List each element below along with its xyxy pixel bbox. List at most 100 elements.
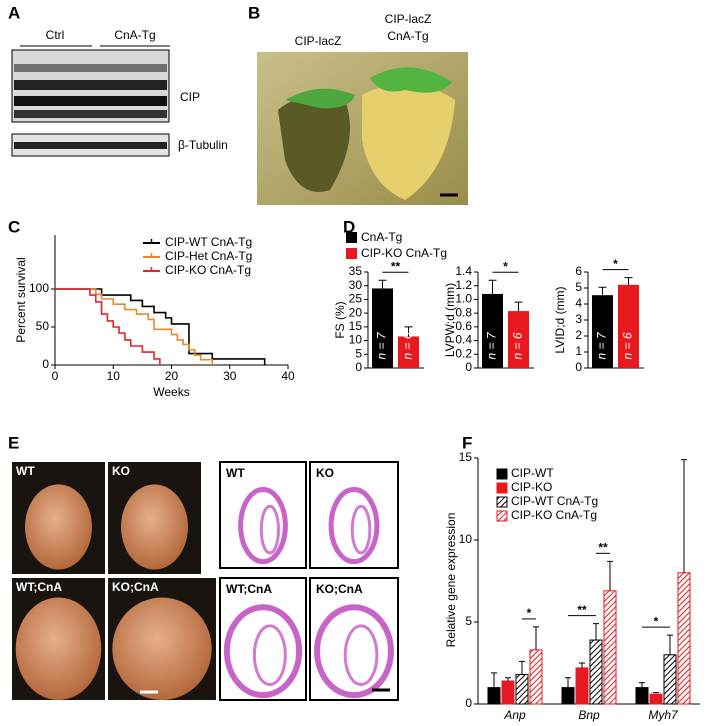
panel-label: B (248, 3, 260, 22)
photo-label: CnA-Tg (387, 29, 428, 43)
legend-label: CIP-KO CnA-Tg (165, 263, 251, 277)
legend-label: CIP-KO CnA-Tg (511, 508, 597, 522)
photo-label: KO;CnA (112, 580, 159, 594)
y-tick-label: 10 (349, 333, 363, 347)
error-bar (519, 660, 525, 675)
bar (508, 311, 529, 368)
section (259, 504, 280, 555)
y-tick-label: 0.8 (455, 305, 472, 319)
error-bar (514, 301, 523, 312)
significance: ** (598, 540, 608, 554)
y-tick-label: 4 (575, 296, 582, 310)
y-tick-label: 30 (349, 278, 363, 292)
legend-swatch (496, 496, 508, 508)
n-label: n = 7 (485, 331, 499, 359)
panel-label: F (462, 433, 472, 452)
legend-swatch (346, 232, 357, 243)
y-tick-label: 1.2 (455, 278, 472, 292)
y-tick-label: 0.4 (455, 333, 472, 347)
y-axis-label: FS (%) (333, 301, 347, 338)
section (238, 487, 288, 565)
x-tick-label: 40 (281, 369, 295, 383)
legend-swatch (496, 510, 508, 522)
y-tick-label: 25 (349, 292, 363, 306)
section (314, 604, 394, 699)
bar (603, 590, 617, 705)
n-label: n = 6 (511, 332, 525, 359)
significance: * (654, 614, 659, 628)
heart (112, 597, 212, 700)
legend-label: CIP-KO CnA-Tg (361, 246, 447, 260)
y-tick-label: 0 (465, 360, 472, 374)
survival-line (55, 288, 266, 365)
error-bar (491, 672, 497, 688)
photo-b: CIP-lacZ CIP-lacZ CnA-Tg (257, 12, 468, 205)
error-bar (667, 634, 673, 655)
y-tick-label: 0 (42, 357, 49, 371)
panel-label: E (8, 433, 19, 452)
legend-label: CIP-KO (511, 480, 552, 494)
significance: * (503, 259, 508, 273)
y-tick-label: 2 (575, 328, 582, 342)
bar (372, 288, 393, 368)
y-tick-label: 1.0 (455, 292, 472, 306)
heart (121, 484, 188, 570)
error-bar (378, 279, 387, 289)
error-bar (681, 459, 687, 573)
photo-label: CIP-lacZ (385, 12, 432, 26)
n-label: n = 7 (595, 331, 609, 359)
y-tick-label: 0 (355, 360, 362, 374)
section (350, 504, 372, 555)
legend-label: CIP-WT (511, 466, 554, 480)
heart (278, 96, 350, 192)
y-tick-label: 6 (575, 264, 582, 278)
heart-atria (285, 88, 355, 109)
bar (398, 336, 419, 368)
bar (501, 680, 515, 705)
n-label: n = 7 (375, 331, 389, 359)
legend-label: CIP-Het CnA-Tg (165, 249, 252, 263)
bar (635, 687, 649, 705)
bar (529, 649, 543, 705)
legend-label: CnA-Tg (361, 230, 402, 244)
panel-label: D (343, 217, 355, 236)
bar (618, 284, 639, 368)
band (14, 142, 167, 149)
photo-label: CIP-lacZ (295, 34, 342, 48)
x-tick-label: Anp (503, 708, 526, 722)
error-bar (624, 277, 633, 285)
y-tick-label: 5 (355, 346, 362, 360)
bar (487, 687, 501, 705)
y-tick-label: 100 (29, 281, 49, 295)
section (252, 624, 287, 686)
bar (592, 295, 613, 368)
significance: * (527, 606, 532, 620)
x-axis-label: Weeks (153, 385, 189, 399)
photo-label: WT (16, 464, 35, 478)
error-bar (565, 677, 571, 688)
x-tick-label: Myh7 (648, 708, 679, 722)
survival-line (55, 288, 214, 365)
error-bar (593, 623, 599, 641)
blot-group: Ctrl (46, 28, 65, 42)
n-label: n = 6 (621, 332, 635, 359)
section-label: WT (226, 466, 245, 480)
error-bar (653, 692, 659, 695)
x-tick-label: Bnp (578, 708, 600, 722)
significance: ** (391, 259, 401, 273)
legend-swatch (496, 482, 508, 494)
band (14, 80, 167, 90)
y-axis-label: LVID;d (mm) (553, 286, 567, 353)
y-tick-label: 0.6 (455, 319, 472, 333)
y-tick-label: 15 (349, 319, 363, 333)
y-tick-label: 35 (349, 264, 363, 278)
significance: ** (577, 603, 587, 617)
bar (575, 667, 589, 705)
panel-label: A (8, 3, 20, 22)
section-label: KO (316, 466, 334, 480)
heart (362, 83, 455, 200)
blot: Ctrl CnA-Tg CIP β-Tubulin (11, 28, 228, 157)
photo-label: WT;CnA (16, 580, 62, 594)
error-bar (598, 286, 607, 296)
